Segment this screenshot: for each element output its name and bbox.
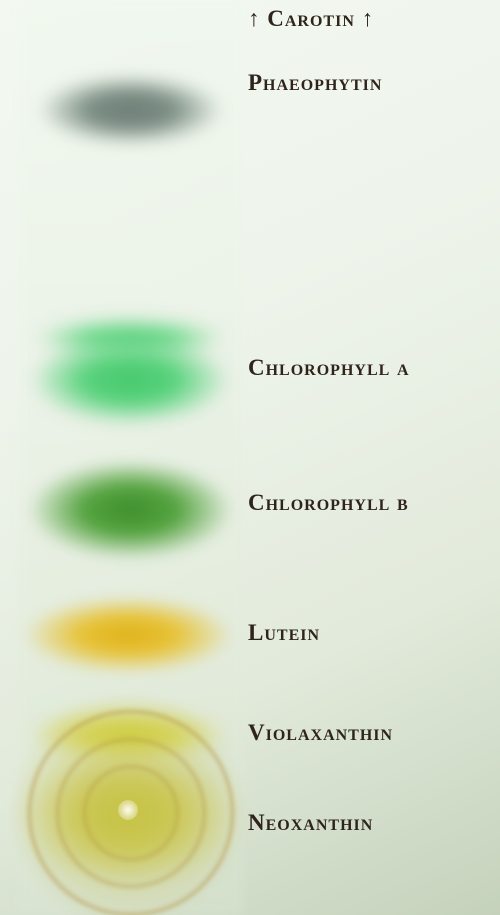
label-carotin: ↑ Carotin ↑ (248, 6, 374, 32)
band-phaeophytin (38, 74, 223, 146)
label-phaeophytin: Phaeophytin (248, 70, 382, 96)
label-violaxanthin: Violaxanthin (248, 720, 393, 746)
tlc-chromatogram: ↑ Carotin ↑ Phaeophytin Chlorophyll a Chlor… (0, 0, 500, 915)
label-lutein: Lutein (248, 620, 320, 646)
band-lutein (23, 596, 233, 674)
band-chl_a (30, 334, 230, 426)
label-chl_b: Chlorophyll b (248, 490, 409, 516)
label-neoxanthin: Neoxanthin (248, 810, 373, 836)
origin-center (118, 800, 138, 820)
label-chl_a: Chlorophyll a (248, 355, 410, 381)
band-chl_b (28, 460, 233, 560)
